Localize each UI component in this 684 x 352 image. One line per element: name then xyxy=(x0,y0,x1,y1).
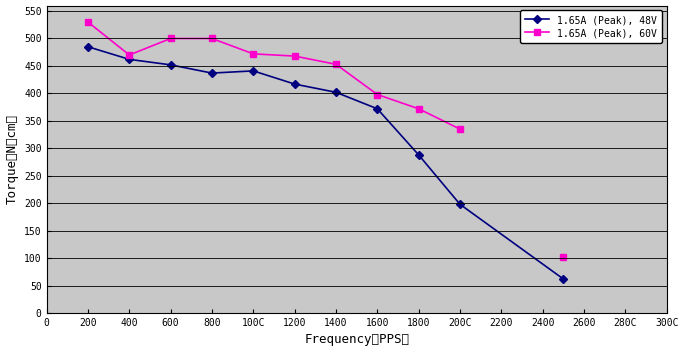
1.65A (Peak), 60V xyxy=(332,62,340,67)
Y-axis label: Torque（N．cm）: Torque（N．cm） xyxy=(5,114,18,204)
1.65A (Peak), 48V xyxy=(166,63,174,67)
1.65A (Peak), 48V xyxy=(249,69,257,73)
1.65A (Peak), 60V xyxy=(84,20,92,24)
1.65A (Peak), 48V xyxy=(560,277,568,281)
Line: 1.65A (Peak), 60V: 1.65A (Peak), 60V xyxy=(86,19,463,132)
1.65A (Peak), 60V xyxy=(456,127,464,131)
1.65A (Peak), 48V xyxy=(332,90,340,94)
Line: 1.65A (Peak), 48V: 1.65A (Peak), 48V xyxy=(86,44,566,282)
X-axis label: Frequency（PPS）: Frequency（PPS） xyxy=(304,333,409,346)
Legend: 1.65A (Peak), 48V, 1.65A (Peak), 60V: 1.65A (Peak), 48V, 1.65A (Peak), 60V xyxy=(520,11,662,43)
1.65A (Peak), 48V xyxy=(125,57,133,62)
1.65A (Peak), 48V xyxy=(291,82,299,86)
1.65A (Peak), 60V xyxy=(373,92,382,96)
1.65A (Peak), 60V xyxy=(415,107,423,111)
1.65A (Peak), 48V xyxy=(84,45,92,49)
1.65A (Peak), 60V xyxy=(166,36,174,40)
1.65A (Peak), 48V xyxy=(208,71,216,75)
1.65A (Peak), 60V xyxy=(208,36,216,40)
1.65A (Peak), 48V xyxy=(415,153,423,157)
1.65A (Peak), 60V xyxy=(249,52,257,56)
1.65A (Peak), 48V xyxy=(456,202,464,206)
1.65A (Peak), 60V xyxy=(291,54,299,58)
1.65A (Peak), 48V xyxy=(373,107,382,111)
1.65A (Peak), 60V xyxy=(125,53,133,57)
